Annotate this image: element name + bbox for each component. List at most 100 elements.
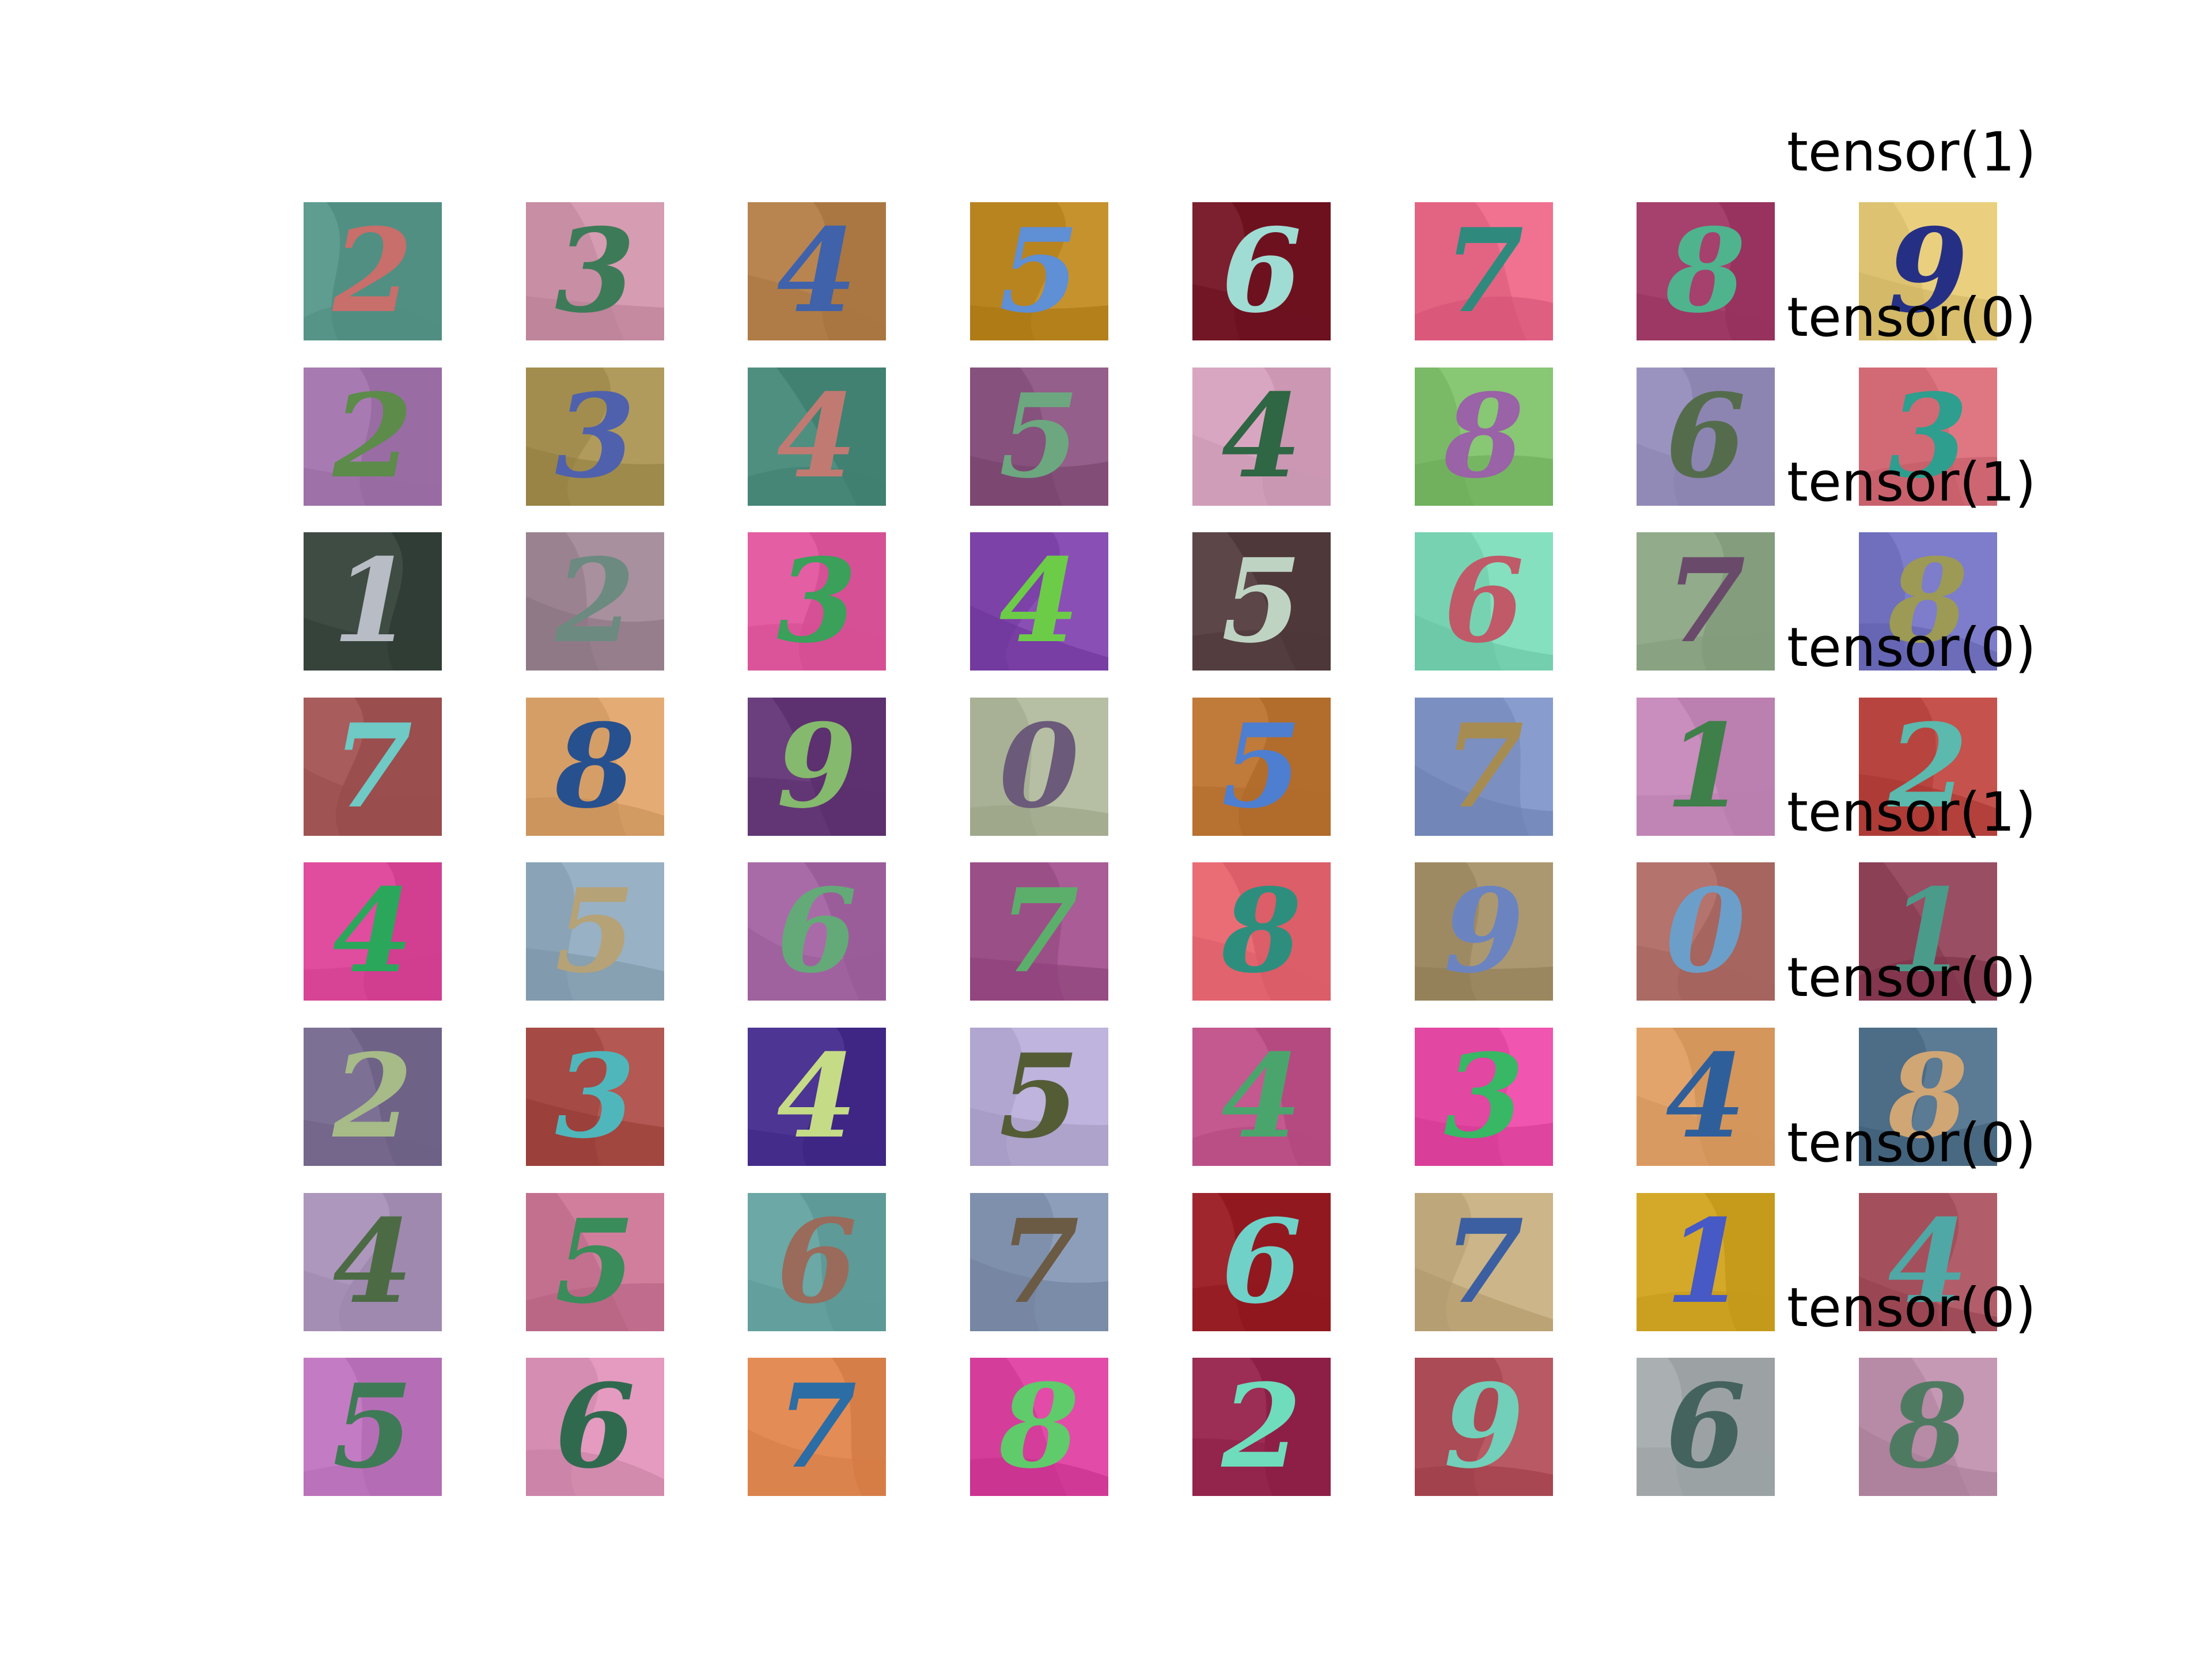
handwritten-digit: 6 xyxy=(1221,1194,1302,1330)
handwritten-digit: 8 xyxy=(1888,1029,1968,1164)
image-tile: 9 xyxy=(1415,1358,1553,1496)
tile-background xyxy=(1637,1358,1775,1496)
image-tile: 7 xyxy=(1415,698,1553,836)
image-tile: 2 xyxy=(304,1028,442,1166)
handwritten-digit: 4 xyxy=(1221,369,1302,504)
handwritten-digit: 1 xyxy=(1665,1194,1746,1330)
handwritten-digit: 9 xyxy=(1444,1359,1524,1494)
handwritten-digit: 1 xyxy=(1888,863,1968,999)
tile-background xyxy=(1637,1193,1775,1331)
tile-background xyxy=(748,368,886,506)
tile-background xyxy=(526,1193,664,1331)
tile-background xyxy=(970,1358,1108,1496)
tile-background xyxy=(304,1193,442,1331)
tile-background xyxy=(1415,862,1553,1001)
tile-background xyxy=(1192,532,1331,671)
handwritten-digit: 1 xyxy=(1665,699,1746,834)
image-tile: 8 xyxy=(1192,862,1331,1001)
image-tile: 1 xyxy=(304,532,442,671)
tile-background xyxy=(304,862,442,1001)
image-tile: 3 xyxy=(526,1028,664,1166)
image-tile: 1 xyxy=(1637,698,1775,836)
handwritten-digit: 3 xyxy=(777,533,857,669)
tile-background xyxy=(1859,1028,1997,1166)
handwritten-digit: 5 xyxy=(999,369,1080,504)
image-tile: 4 xyxy=(748,202,886,340)
handwritten-digit: 8 xyxy=(555,699,635,834)
handwritten-digit: 1 xyxy=(332,533,413,669)
tile-background xyxy=(1637,1028,1775,1166)
image-tile: 6 xyxy=(1415,532,1553,671)
image-tile: 8 xyxy=(1859,1358,1997,1496)
image-tile: 4 xyxy=(1859,1193,1997,1331)
image-tile: 5 xyxy=(1192,532,1331,671)
image-tile: 5 xyxy=(304,1358,442,1496)
handwritten-digit: 4 xyxy=(332,863,413,999)
handwritten-digit: 6 xyxy=(1665,369,1746,504)
image-tile: 7 xyxy=(970,1193,1108,1331)
handwritten-digit: 7 xyxy=(1444,203,1524,339)
tile-background xyxy=(748,862,886,1001)
tile-background xyxy=(748,202,886,340)
tile-background xyxy=(1192,862,1331,1001)
tile-background xyxy=(970,1193,1108,1331)
image-tile: 5 xyxy=(970,368,1108,506)
image-tile: 6 xyxy=(1637,1358,1775,1496)
tile-background xyxy=(1637,698,1775,836)
image-tile: 2 xyxy=(1859,698,1997,836)
tile-background xyxy=(1637,202,1775,340)
tile-background xyxy=(526,1358,664,1496)
handwritten-digit: 6 xyxy=(1665,1359,1746,1494)
tile-background xyxy=(748,1358,886,1496)
tile-background xyxy=(1859,202,1997,340)
handwritten-digit: 7 xyxy=(1444,1194,1524,1330)
tile-background xyxy=(526,368,664,506)
image-tile: 2 xyxy=(1192,1358,1331,1496)
tile-background xyxy=(970,532,1108,671)
handwritten-digit: 9 xyxy=(1888,203,1968,339)
image-tile: 6 xyxy=(1637,368,1775,506)
tile-background xyxy=(304,532,442,671)
handwritten-digit: 5 xyxy=(332,1359,413,1494)
tile-background xyxy=(1415,1358,1553,1496)
handwritten-digit: 2 xyxy=(1221,1359,1302,1494)
handwritten-digit: 3 xyxy=(555,369,635,504)
image-tile: 8 xyxy=(1637,202,1775,340)
handwritten-digit: 7 xyxy=(332,699,413,834)
tile-background xyxy=(1415,1193,1553,1331)
handwritten-digit: 8 xyxy=(999,1359,1080,1494)
handwritten-digit: 4 xyxy=(777,1029,857,1164)
handwritten-digit: 2 xyxy=(555,533,635,669)
handwritten-digit: 4 xyxy=(1665,1029,1746,1164)
handwritten-digit: 5 xyxy=(1221,533,1302,669)
tile-background xyxy=(970,1028,1108,1166)
tile-background xyxy=(1192,1358,1331,1496)
tile-background xyxy=(1637,532,1775,671)
tile-background xyxy=(526,1028,664,1166)
handwritten-digit: 5 xyxy=(999,1029,1080,1164)
handwritten-digit: 6 xyxy=(555,1359,635,1494)
handwritten-digit: 6 xyxy=(1221,203,1302,339)
tile-background xyxy=(1192,202,1331,340)
image-tile: 6 xyxy=(526,1358,664,1496)
image-tile: 5 xyxy=(970,1028,1108,1166)
tile-background xyxy=(304,698,442,836)
handwritten-digit: 0 xyxy=(1665,863,1746,999)
image-tile: 7 xyxy=(1637,532,1775,671)
handwritten-digit: 2 xyxy=(1888,699,1968,834)
image-tile: 2 xyxy=(526,532,664,671)
tile-background xyxy=(1192,1028,1331,1166)
tile-background xyxy=(1415,202,1553,340)
tensor-label: tensor(0) xyxy=(1787,946,2036,1009)
handwritten-digit: 4 xyxy=(1221,1029,1302,1164)
image-tile: 6 xyxy=(748,862,886,1001)
tile-background xyxy=(1859,862,1997,1001)
handwritten-digit: 4 xyxy=(777,369,857,504)
image-tile: 7 xyxy=(748,1358,886,1496)
tile-background xyxy=(1192,1193,1331,1331)
handwritten-digit: 2 xyxy=(332,369,413,504)
handwritten-digit: 5 xyxy=(999,203,1080,339)
image-tile: 0 xyxy=(970,698,1108,836)
tile-background xyxy=(970,698,1108,836)
handwritten-digit: 6 xyxy=(777,863,857,999)
